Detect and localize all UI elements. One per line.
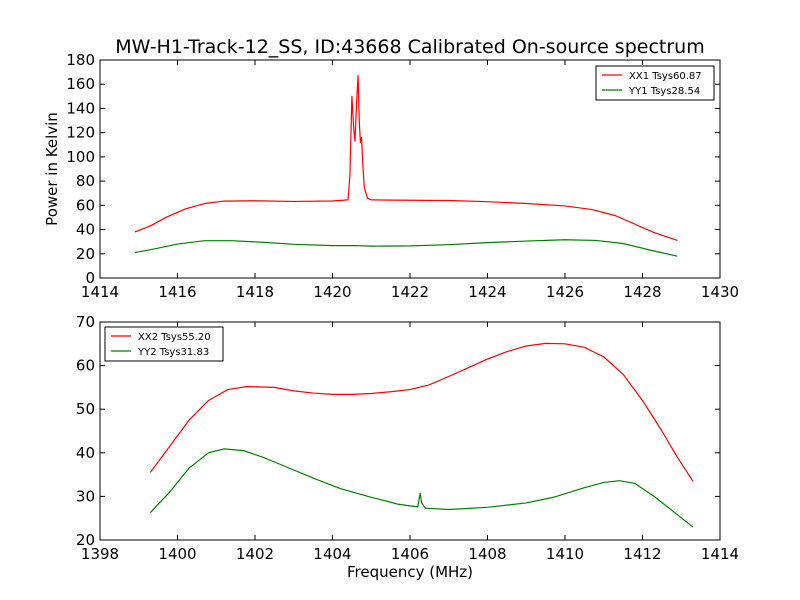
series-line-2 [149, 448, 694, 528]
chart-top: 1414 1416 1418 1420 1422 1424 1426 1428 1430 0 20 4… [43, 36, 739, 301]
y-tick-label: 120 [66, 124, 95, 142]
y-tick-label: 60 [76, 196, 95, 214]
series-line-1 [149, 342, 694, 482]
y-tick-label: 60 [76, 357, 95, 375]
x-tick-label: 1416 [158, 283, 196, 301]
x-tick-label: 1400 [158, 545, 196, 563]
series-line-2 [134, 239, 678, 257]
x-tick-label: 1410 [546, 545, 584, 563]
x-tick-label: 1414 [701, 545, 739, 563]
x-tick-label: 1406 [391, 545, 429, 563]
legend-box [104, 326, 224, 362]
y-tick-label: 20 [76, 531, 95, 549]
legend-entry: YY1 Tsys28.54 [628, 86, 700, 97]
y-tick-label: 30 [76, 487, 95, 505]
x-tick-label: 1420 [313, 283, 351, 301]
chart-title: MW-H1-Track-12_SS, ID:43668 Calibrated O… [115, 36, 704, 58]
x-tick-label: 1402 [236, 545, 274, 563]
x-tick-label: 1398 [81, 545, 119, 563]
x-tick-label: 1426 [546, 283, 584, 301]
y-tick-label: 40 [76, 221, 95, 239]
x-tick-label: 1428 [623, 283, 661, 301]
y-axis-label: Power in Kelvin [43, 112, 61, 226]
y-tick-label: 50 [76, 400, 95, 418]
y-tick-label: 140 [66, 99, 95, 117]
y-tick-label: 20 [76, 245, 95, 263]
legend: XX1 Tsys60.87 YY1 Tsys28.54 [595, 65, 715, 101]
y-tick-label: 180 [66, 51, 95, 69]
series-line-1 [134, 75, 678, 242]
x-axis-label: Frequency (MHz) [347, 563, 473, 581]
x-tick-label: 1418 [236, 283, 274, 301]
legend: XX2 Tsys55.20 YY2 Tsys31.83 [104, 326, 224, 362]
y-tick-label: 40 [76, 444, 95, 462]
legend-box [595, 65, 715, 101]
y-tick-label: 0 [85, 269, 95, 287]
legend-entry: YY2 Tsys31.83 [137, 347, 209, 358]
y-tick-label: 160 [66, 75, 95, 93]
x-tick-label: 1424 [468, 283, 506, 301]
x-tick-label: 1430 [701, 283, 739, 301]
x-tick-label: 1414 [81, 283, 119, 301]
y-tick-label: 70 [76, 313, 95, 331]
y-tick-label: 80 [76, 172, 95, 190]
x-tick-label: 1404 [313, 545, 351, 563]
legend-entry: XX2 Tsys55.20 [138, 332, 211, 343]
y-tick-label: 100 [66, 148, 95, 166]
legend-entry: XX1 Tsys60.87 [629, 71, 702, 82]
x-tick-label: 1422 [391, 283, 429, 301]
chart-bottom: 1398 1400 1402 1404 1406 1408 1410 1412 1414 20 30… [76, 313, 739, 581]
x-tick-label: 1412 [623, 545, 661, 563]
x-tick-label: 1408 [468, 545, 506, 563]
